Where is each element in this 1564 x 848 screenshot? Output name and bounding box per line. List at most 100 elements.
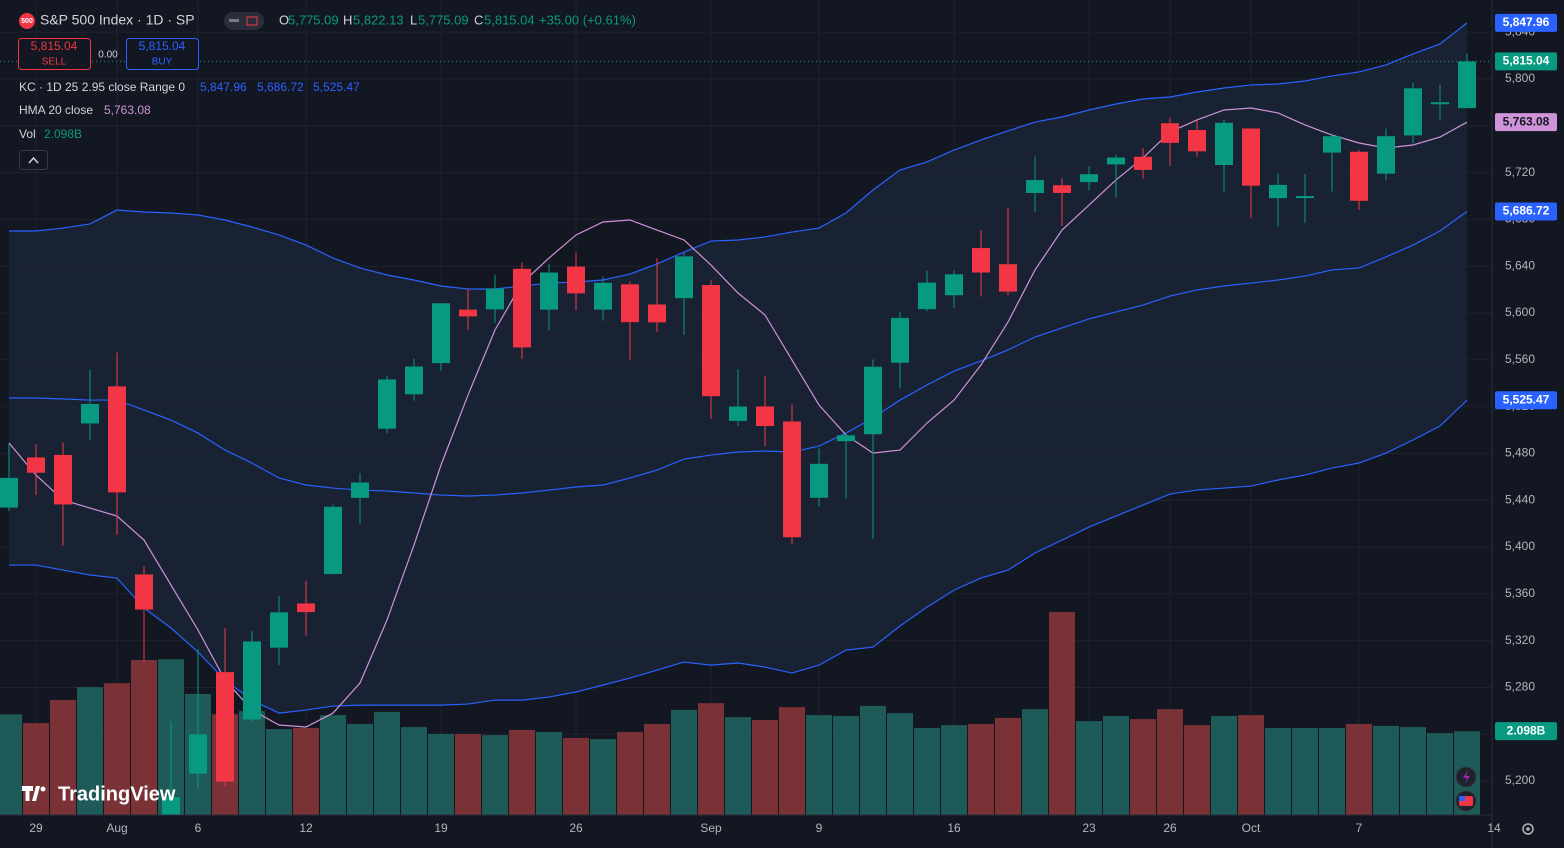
volume-bar (968, 723, 994, 815)
volume-bar (401, 727, 427, 815)
volume-bar (104, 683, 130, 815)
volume-bar (1049, 612, 1075, 815)
candle-body (216, 672, 234, 782)
volume-bar (1184, 725, 1210, 815)
y-tick-label: 5,560 (1505, 352, 1535, 366)
candle-body (999, 264, 1017, 292)
candle-body (459, 309, 477, 317)
candle-body (648, 304, 666, 323)
collapse-button[interactable] (19, 150, 48, 170)
volume-bar (347, 723, 373, 815)
kc-fill (9, 22, 1467, 714)
legend-value: 5,686.72 (257, 80, 304, 94)
sell-label: SELL (42, 57, 67, 68)
candle-body (1107, 157, 1125, 165)
volume-bar (455, 733, 481, 815)
candle-body (432, 303, 450, 364)
kc-line (9, 22, 1468, 290)
watermark-text: TradingView (58, 783, 176, 805)
candle-body (243, 641, 261, 720)
logo-icon (22, 786, 40, 801)
volume-bar (644, 723, 670, 815)
volume-bar (833, 715, 859, 815)
candle-body (162, 797, 180, 815)
candle-body (1269, 184, 1287, 199)
candle-body (1458, 61, 1476, 109)
volume-bar (374, 711, 400, 815)
x-tick-label: 12 (299, 821, 313, 835)
candle-body (675, 256, 693, 299)
x-tick-label: 14 (1487, 821, 1501, 835)
x-tick-label: Aug (106, 821, 127, 835)
volume-bar (1157, 709, 1183, 815)
volume-bar (50, 699, 76, 815)
volume-bar (752, 719, 778, 815)
line-badge (1495, 202, 1557, 221)
volume-bar (941, 725, 967, 815)
candle-body (1215, 122, 1233, 165)
x-tick-label: Sep (700, 821, 722, 835)
legend-value: 2.098B (44, 127, 82, 141)
candle-body (324, 506, 342, 575)
volume-bar (320, 715, 346, 815)
x-tick-label: 6 (195, 821, 202, 835)
volume-bar (671, 709, 697, 815)
line-badge-label: 5,847.96 (1503, 15, 1550, 29)
symbol-badge: 500 (21, 18, 33, 25)
candle-body (1350, 151, 1368, 201)
candle-body (1134, 156, 1152, 170)
candle-body (486, 288, 504, 310)
x-tick-label: 23 (1082, 821, 1096, 835)
watermark: TradingView (22, 783, 176, 805)
candle-body (135, 574, 153, 610)
legend-kc[interactable]: KC · 1D 25 2.95 close Range 0 (19, 80, 185, 94)
legend-hma[interactable]: HMA 20 close (19, 103, 93, 117)
volume-bar (1238, 715, 1264, 815)
candle-body (1377, 136, 1395, 174)
x-tick-label: 26 (569, 821, 583, 835)
settings-icon[interactable] (1522, 823, 1534, 835)
candle-body (1323, 136, 1341, 153)
price-badge (1495, 52, 1557, 71)
ohlc-label: O (279, 12, 289, 27)
candle-body (972, 248, 990, 273)
y-tick-label: 5,320 (1505, 633, 1535, 647)
settings-icon (1526, 827, 1530, 831)
candle-body (0, 477, 18, 508)
volume-bar (698, 703, 724, 815)
sell-button[interactable] (18, 38, 91, 70)
buy-label: BUY (152, 57, 173, 68)
volume-bar (77, 687, 103, 815)
flag-glyph (1459, 796, 1465, 801)
volume-bar (1400, 727, 1426, 815)
y-tick-label: 5,280 (1505, 680, 1535, 694)
candle-body (729, 406, 747, 421)
candle-body (756, 406, 774, 427)
x-tick-label: 19 (434, 821, 448, 835)
line-badge (1495, 391, 1557, 410)
price-badge-label: 5,815.04 (1503, 54, 1550, 68)
volume-bar (1346, 723, 1372, 815)
volume-bar (266, 729, 292, 815)
legend-value: 5,525.47 (313, 80, 360, 94)
candle-body (54, 454, 72, 505)
volume-bar (23, 723, 49, 815)
candle-body (270, 612, 288, 648)
volume-bar (1373, 725, 1399, 815)
plot-area (0, 22, 1492, 815)
legend-vol[interactable]: Vol (19, 127, 36, 141)
symbol-title[interactable]: S&P 500 Index · 1D · SP (40, 12, 195, 28)
candle-body (297, 603, 315, 613)
volume-bar (887, 713, 913, 815)
candle-body (702, 285, 720, 397)
candle-body (594, 282, 612, 310)
ohlc-label: H (343, 12, 352, 27)
volume-bar (482, 735, 508, 815)
volume-bar (1292, 727, 1318, 815)
ohlc-value: 5,822.13 (353, 12, 404, 27)
candle-body (1431, 102, 1449, 105)
buy-button[interactable] (126, 38, 199, 70)
volume-bar (914, 727, 940, 815)
volume-bar (806, 715, 832, 815)
